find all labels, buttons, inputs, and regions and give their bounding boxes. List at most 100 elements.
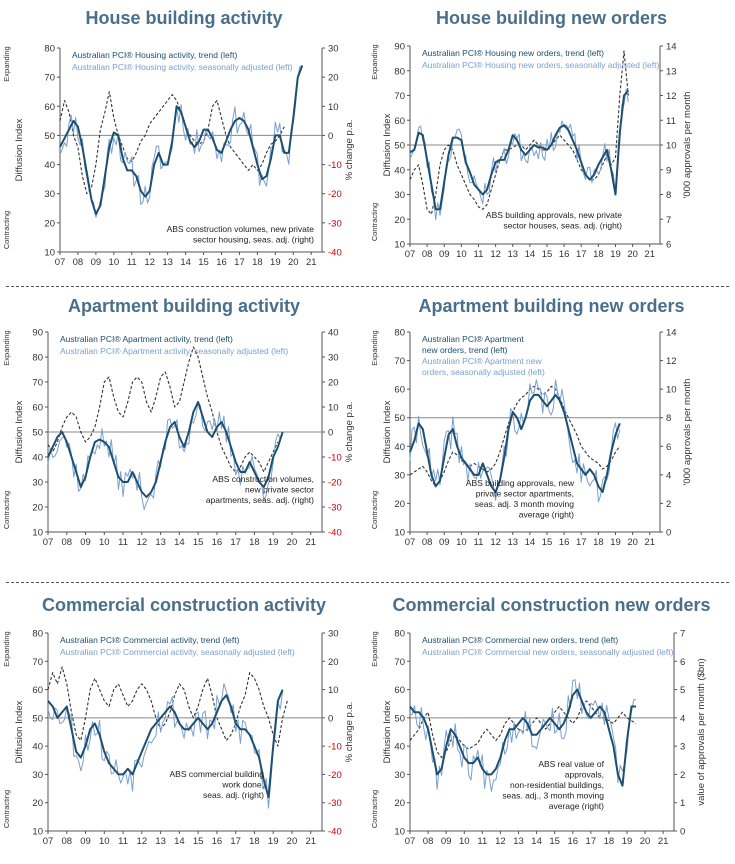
right-tick-label: 30 (328, 353, 339, 364)
right-tick-label: 14 (666, 328, 677, 339)
right-tick-label: 10 (666, 141, 677, 152)
x-tick-label: 13 (155, 537, 166, 548)
x-tick-label: 19 (268, 537, 279, 548)
legend-seasonally-adjusted: Australian PCI® Housing new orders, seas… (422, 60, 659, 70)
x-tick-label: 08 (422, 537, 433, 548)
expanding-label: Expanding (370, 44, 379, 79)
left-tick-label: 80 (32, 629, 43, 640)
x-tick-label: 14 (531, 836, 542, 847)
chart-svg: 10 20 30 40 50 60 70 80 90 -40 -30 -20 -10 0 10 20 30 40 0… (2, 328, 355, 549)
right-tick-label: 8 (666, 413, 671, 424)
left-tick-label: 40 (32, 742, 43, 753)
x-tick-label: 07 (55, 257, 66, 268)
left-tick-label: 30 (32, 770, 43, 781)
contracting-label: Contracting (2, 491, 11, 529)
right-tick-label: 13 (666, 66, 677, 77)
left-tick-label: 50 (394, 141, 405, 152)
x-tick-label: 09 (441, 836, 452, 847)
right-tick-label: 6 (666, 442, 671, 453)
legend-trend: Australian PCI® Housing activity, trend … (72, 50, 237, 60)
right-tick-label: -30 (328, 503, 342, 514)
left-tick-label: 70 (394, 91, 405, 102)
annotation-abs: ABS real value of (538, 759, 604, 769)
right-axis-title: '000 approvals per month (682, 379, 693, 486)
right-axis-title: % change p.a. (344, 402, 355, 463)
x-tick-label: 09 (439, 537, 450, 548)
right-tick-label: 0 (666, 528, 671, 539)
right-tick-label: 20 (328, 73, 339, 84)
expanding-label: Expanding (370, 330, 379, 365)
x-tick-label: 10 (99, 836, 110, 847)
legend-seasonally-adjusted: Australian PCI® Commercial activity, sea… (60, 647, 295, 657)
series-line-trend (409, 688, 636, 787)
x-tick-label: 20 (640, 836, 651, 847)
left-tick-label: 50 (394, 413, 405, 424)
x-tick-label: 14 (525, 249, 536, 260)
x-tick-label: 20 (287, 836, 298, 847)
x-tick-label: 21 (644, 249, 655, 260)
right-tick-label: 6 (666, 240, 671, 251)
chart-svg: 10 20 30 40 50 60 70 80 0 2 4 6 8 10 12 14 07 08 09 10 11 12 1… (370, 328, 693, 549)
right-tick-label: 2 (666, 499, 671, 510)
series-line-trend (47, 689, 284, 799)
chart-commercial-activity: Commercial construction activity 10 20 30 4… (0, 595, 368, 861)
right-tick-label: -40 (328, 248, 342, 259)
right-tick-label: 3 (680, 742, 685, 753)
legend-trend: Australian PCI® Apartment activity, tren… (60, 334, 233, 344)
left-tick-label: 10 (32, 528, 43, 539)
x-tick-label: 11 (118, 836, 128, 847)
left-tick-label: 80 (394, 66, 405, 77)
x-tick-label: 09 (80, 537, 91, 548)
annotation-abs: sector houses, seas. adj. (right) (503, 221, 622, 231)
chart-svg: 10 20 30 40 50 60 70 80 90 6 7 8 9 10 11 12 13 14 07 08 09 10… (370, 42, 693, 261)
left-tick-label: 60 (32, 685, 43, 696)
x-tick-label: 17 (234, 257, 245, 268)
annotation-abs: apartments, seas. adj. (right) (206, 495, 314, 505)
left-tick-label: 30 (32, 478, 43, 489)
x-tick-label: 11 (118, 537, 128, 548)
annotation-abs: ABS building approvals, new (466, 478, 575, 488)
x-tick-label: 09 (91, 257, 102, 268)
x-tick-label: 20 (627, 537, 638, 548)
chart-svg: 10 20 30 40 50 60 70 80 -40 -30 -20 -10 0 10 20 30 07 08 0… (2, 629, 355, 848)
left-tick-label: 80 (394, 629, 405, 640)
annotation-abs: private sector apartments, (476, 489, 574, 499)
right-tick-label: -20 (328, 770, 342, 781)
x-tick-label: 07 (405, 537, 416, 548)
left-tick-label: 40 (44, 160, 55, 171)
x-tick-label: 13 (507, 249, 518, 260)
left-axis-title: Diffusion Index (14, 700, 25, 763)
legend-seasonally-adjusted: orders, seasonally adjusted (left) (422, 367, 545, 377)
x-tick-label: 15 (193, 537, 204, 548)
legend-trend: Australian PCI® Housing new orders, tren… (422, 48, 604, 58)
right-tick-label: -10 (328, 453, 342, 464)
annotation-abs: seas. adj., 3 month moving (502, 791, 604, 801)
x-tick-label: 11 (127, 257, 137, 268)
series-line-abs (47, 346, 279, 473)
right-tick-label: 0 (680, 827, 685, 838)
contracting-label: Contracting (2, 790, 11, 828)
x-tick-label: 07 (43, 836, 54, 847)
chart-title: House building new orders (435, 8, 668, 28)
x-tick-label: 14 (174, 537, 185, 548)
left-tick-label: 40 (394, 165, 405, 176)
x-tick-label: 07 (405, 249, 416, 260)
x-tick-label: 15 (198, 257, 209, 268)
legend-trend: Australian PCI® Commercial activity, tre… (60, 635, 240, 645)
right-tick-label: -40 (328, 827, 342, 838)
left-tick-label: 30 (44, 189, 55, 200)
left-tick-label: 60 (44, 102, 55, 113)
contracting-label: Contracting (370, 203, 379, 241)
x-tick-label: 07 (43, 537, 54, 548)
left-tick-label: 10 (394, 827, 405, 838)
expanding-label: Expanding (2, 46, 11, 81)
left-tick-label: 20 (32, 798, 43, 809)
chart-house-activity: House building activity 10 20 30 40 50 60 70 80… (0, 8, 368, 270)
x-tick-label: 10 (456, 537, 467, 548)
x-tick-label: 21 (305, 537, 316, 548)
legend-seasonally-adjusted: Australian PCI® Apartment new (422, 356, 543, 366)
x-tick-label: 16 (567, 836, 578, 847)
right-axis-title: '000 approvals per month (682, 92, 693, 199)
right-tick-label: 12 (666, 356, 677, 367)
chart-title: House building activity (85, 8, 283, 28)
